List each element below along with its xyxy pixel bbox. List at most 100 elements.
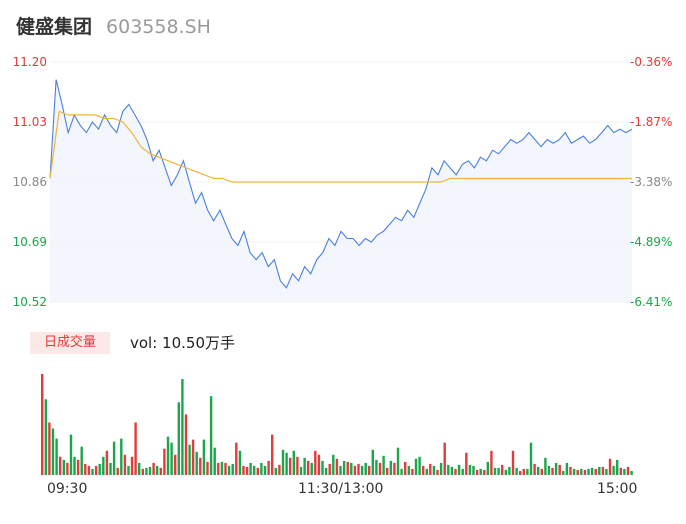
volume-bar bbox=[601, 466, 605, 475]
volume-bar bbox=[414, 458, 418, 475]
volume-bar bbox=[156, 465, 159, 475]
volume-bar bbox=[461, 468, 464, 475]
volume-bar bbox=[91, 468, 94, 475]
volume-bar bbox=[245, 466, 249, 475]
volume-bar bbox=[623, 468, 626, 475]
volume-bar bbox=[148, 466, 152, 475]
volume-bar bbox=[447, 464, 450, 475]
volume-bar bbox=[554, 462, 558, 475]
volume-bar bbox=[206, 461, 209, 475]
volume-bar bbox=[98, 463, 101, 475]
volume-bar bbox=[486, 461, 489, 475]
volume-bar bbox=[324, 467, 328, 475]
volume-bar bbox=[127, 465, 130, 475]
volume-bar bbox=[558, 464, 561, 475]
volume-bar bbox=[51, 428, 55, 475]
volume-bar bbox=[580, 468, 583, 475]
volume-bar bbox=[537, 466, 540, 475]
volume-bar bbox=[195, 451, 198, 475]
price-ticks: 11.20 11.03 10.86 10.69 10.52 bbox=[13, 55, 47, 309]
volume-bar bbox=[342, 460, 346, 475]
volume-bar bbox=[285, 452, 288, 475]
volume-bar bbox=[59, 456, 62, 475]
volume-bar bbox=[299, 466, 303, 475]
volume-bar bbox=[612, 465, 615, 475]
volume-bar bbox=[483, 469, 486, 475]
volume-bar bbox=[454, 468, 457, 475]
volume-bars bbox=[41, 374, 633, 476]
volume-bar bbox=[508, 466, 511, 475]
pct-tick-label: -4.89% bbox=[630, 235, 672, 249]
volume-bar bbox=[109, 462, 112, 475]
volume-bar bbox=[242, 465, 245, 475]
x-tick-midday: 11:30/13:00 bbox=[298, 481, 384, 497]
volume-bar bbox=[626, 466, 630, 475]
volume-bar bbox=[267, 460, 270, 475]
volume-bar bbox=[249, 462, 252, 475]
volume-bar bbox=[450, 466, 454, 475]
volume-bar bbox=[375, 459, 378, 475]
pct-tick-label: -6.41% bbox=[630, 295, 672, 309]
volume-bar bbox=[321, 460, 324, 475]
volume-bar bbox=[418, 456, 421, 475]
volume-bar bbox=[526, 468, 529, 475]
volume-bar bbox=[540, 468, 543, 475]
volume-bar bbox=[616, 459, 619, 475]
volume-bar bbox=[465, 452, 468, 475]
volume-bar bbox=[112, 441, 116, 475]
price-tick-label: 10.52 bbox=[13, 295, 47, 309]
volume-bar bbox=[281, 449, 285, 476]
volume-bar bbox=[235, 442, 238, 475]
volume-bar bbox=[565, 462, 569, 475]
volume-bar bbox=[238, 450, 242, 475]
volume-bar bbox=[41, 374, 44, 475]
volume-bar bbox=[260, 462, 263, 475]
volume-bar bbox=[411, 468, 414, 475]
avg-line bbox=[49, 110, 632, 183]
volume-bar bbox=[278, 464, 281, 475]
volume-bar bbox=[529, 442, 533, 475]
volume-bar bbox=[199, 457, 202, 475]
volume-bar bbox=[184, 414, 188, 475]
volume-bar bbox=[209, 396, 213, 475]
volume-bar bbox=[138, 462, 141, 475]
volume-bar bbox=[533, 463, 536, 475]
volume-bar bbox=[364, 462, 367, 475]
volume-bar bbox=[457, 464, 461, 475]
volume-bar bbox=[472, 465, 475, 475]
pct-tick-label: -0.36% bbox=[630, 55, 672, 69]
volume-bar bbox=[569, 466, 572, 475]
volume-bar bbox=[69, 434, 73, 475]
volume-bar bbox=[587, 468, 590, 475]
price-lines bbox=[49, 79, 633, 289]
x-tick-0930: 09:30 bbox=[47, 481, 88, 497]
volume-bar bbox=[378, 462, 382, 475]
volume-bar bbox=[213, 447, 216, 475]
volume-bar bbox=[436, 469, 439, 475]
chart-header: 健盛集团 603558.SH bbox=[16, 12, 211, 40]
volume-bar bbox=[170, 442, 173, 475]
volume-bar bbox=[163, 448, 166, 475]
volume-bar bbox=[317, 454, 321, 475]
volume-bar bbox=[263, 465, 267, 475]
volume-bar bbox=[227, 465, 231, 475]
volume-bar bbox=[102, 456, 105, 475]
volume-bar bbox=[84, 463, 87, 475]
volume-bar bbox=[181, 379, 184, 475]
volume-bar bbox=[80, 446, 83, 475]
volume-bar bbox=[519, 471, 522, 475]
volume-bar bbox=[134, 422, 137, 475]
volume-bar bbox=[289, 457, 292, 475]
volume-bar bbox=[479, 468, 482, 475]
volume-bar bbox=[44, 399, 47, 476]
volume-bar bbox=[73, 456, 76, 475]
pct-ticks: -0.36% -1.87% -3.38% -4.89% -6.41% bbox=[630, 55, 672, 309]
volume-bar bbox=[76, 459, 80, 475]
volume-summary: vol: 10.50万手 bbox=[130, 334, 235, 352]
x-tick-1500: 15:00 bbox=[597, 481, 638, 497]
volume-bar bbox=[504, 469, 507, 475]
volume-label: 日成交量 bbox=[30, 332, 110, 354]
volume-bar bbox=[497, 467, 500, 475]
volume-bar bbox=[253, 465, 256, 475]
